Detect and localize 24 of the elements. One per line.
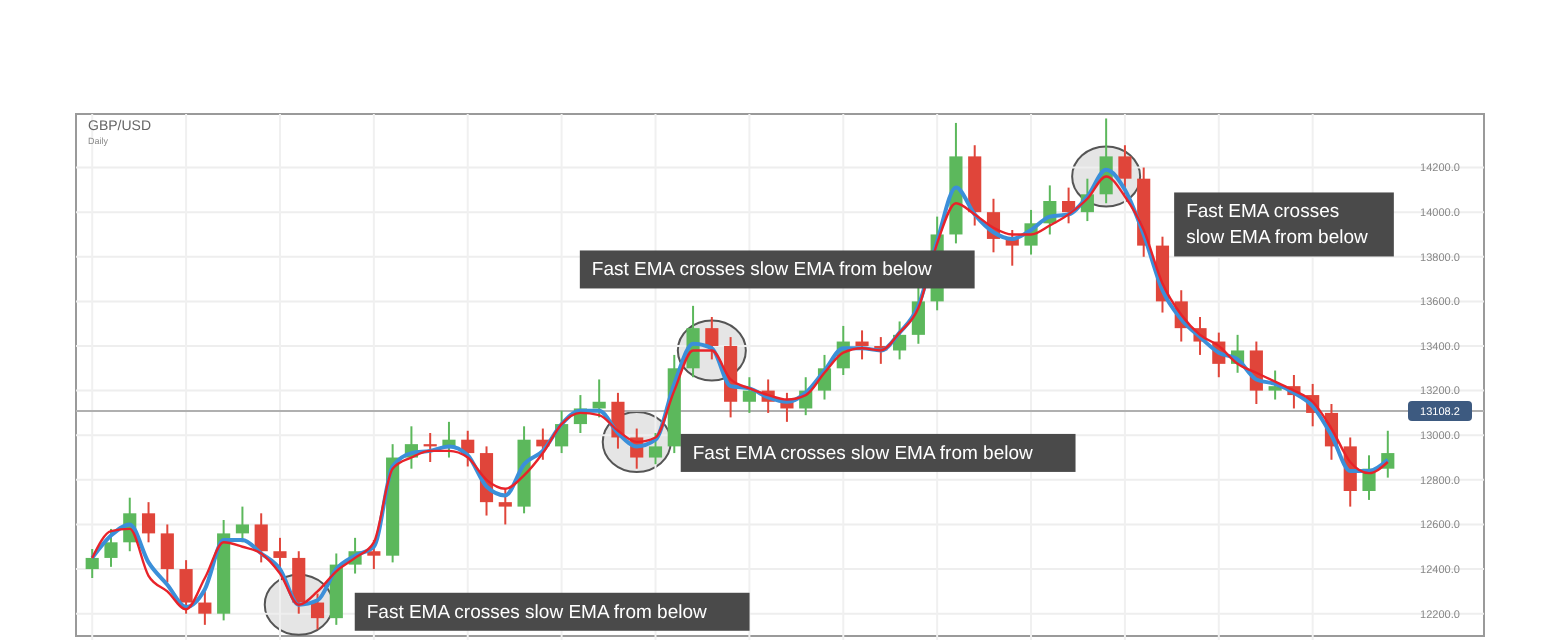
candlestick bbox=[1268, 369, 1282, 401]
annotation: Fast EMA crosses slow EMA from below bbox=[1186, 201, 1369, 250]
annotation: Fast EMA crosses slow EMA from below bbox=[366, 601, 708, 624]
candlestick bbox=[85, 548, 99, 579]
candlestick bbox=[1118, 144, 1132, 196]
annotation: Fast EMA crosses slow EMA from below bbox=[692, 442, 1033, 465]
candlestick bbox=[273, 536, 287, 573]
candlestick bbox=[855, 329, 869, 361]
candlestick bbox=[742, 376, 756, 414]
annotation: Fast EMA crosses slow EMA from below bbox=[591, 259, 933, 282]
candlestick bbox=[310, 592, 325, 631]
candlestick bbox=[292, 550, 306, 615]
candlestick bbox=[235, 505, 249, 544]
candlestick bbox=[141, 501, 156, 544]
candlestick bbox=[104, 527, 118, 568]
candlestick bbox=[648, 432, 663, 466]
candlestick bbox=[705, 316, 719, 361]
candlestick bbox=[1062, 186, 1076, 225]
candlestick bbox=[179, 559, 193, 615]
candlestick bbox=[423, 432, 437, 463]
candlestick bbox=[498, 487, 512, 526]
candlestick bbox=[198, 590, 212, 626]
candlestick bbox=[254, 512, 268, 564]
candlestick bbox=[160, 523, 174, 584]
